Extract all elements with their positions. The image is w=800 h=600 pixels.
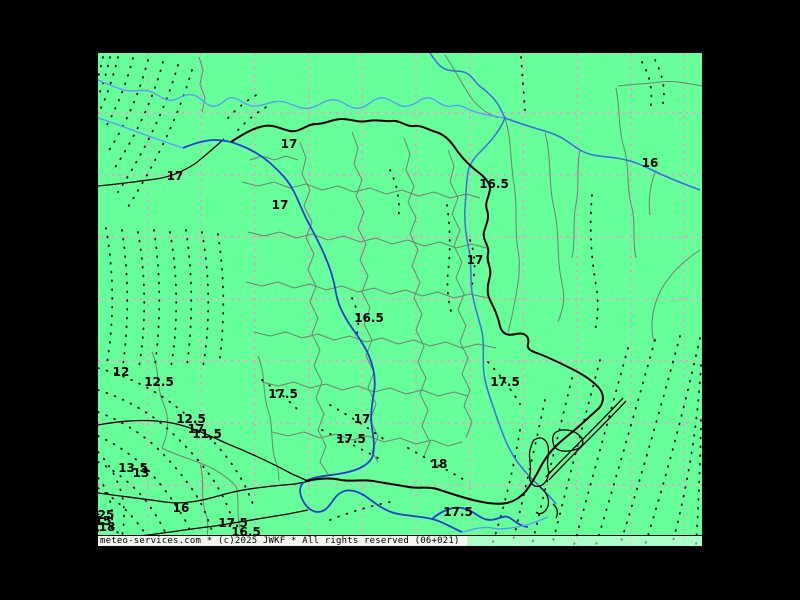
rivers bbox=[98, 53, 701, 533]
river-prut bbox=[182, 139, 463, 533]
river-lower-coastal bbox=[461, 516, 549, 533]
attribution-text: meteo-services.com * (c)2025 JWKF * All … bbox=[100, 536, 460, 546]
attribution-bar: meteo-services.com * (c)2025 JWKF * All … bbox=[98, 536, 467, 546]
river-dniester bbox=[464, 117, 557, 505]
map-graphics bbox=[98, 53, 702, 546]
weather-map-canvas: meteo-services.com * (c)2025 JWKF * All … bbox=[98, 53, 702, 546]
river-east bbox=[504, 117, 701, 191]
river-danube-loops bbox=[431, 506, 529, 528]
river-west-tributary bbox=[98, 117, 184, 149]
country-border-moldova bbox=[230, 117, 604, 505]
river-upper-meander bbox=[98, 79, 506, 119]
river-dniester-top bbox=[429, 53, 506, 119]
coastline-liman bbox=[528, 397, 627, 519]
dotted-contour-lines bbox=[98, 56, 702, 546]
solid-contour-lines bbox=[98, 138, 311, 537]
admin-boundaries bbox=[151, 54, 702, 546]
graticule-grid bbox=[98, 53, 702, 546]
